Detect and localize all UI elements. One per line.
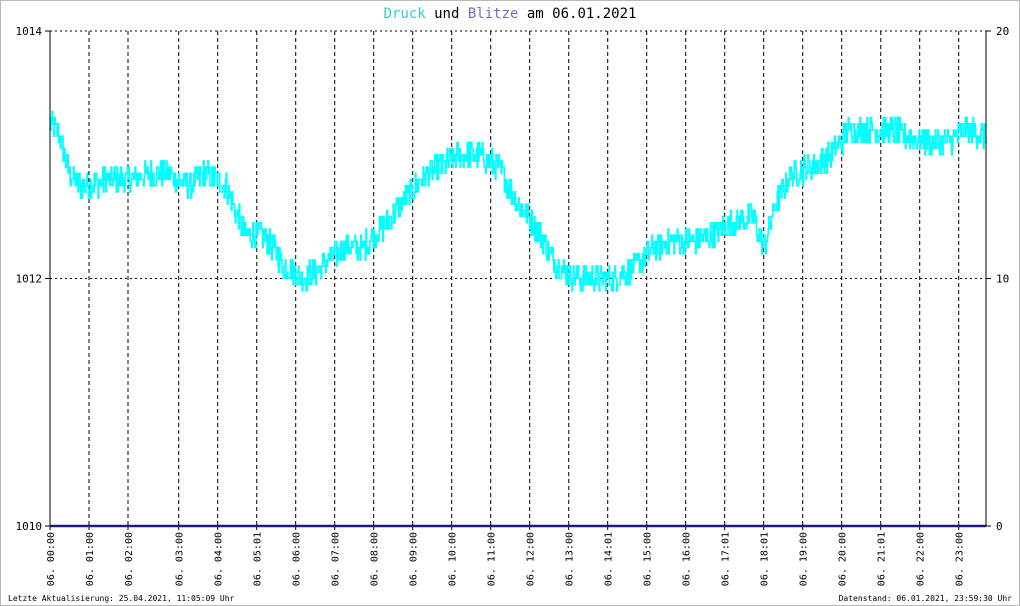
x-tick-label: 06. 21:01 <box>877 532 888 586</box>
y-right-tick-label: 0 <box>996 520 1003 533</box>
x-tick-label: 06. 13:00 <box>565 532 576 586</box>
y-left-tick-label: 1012 <box>16 273 43 286</box>
x-tick-label: 06. 15:00 <box>643 532 654 586</box>
x-labels: 06. 00:00 06. 01:00 06. 02:00 06. 03:00 06. … <box>46 532 966 586</box>
x-tick-label: 06. 17:01 <box>721 532 732 586</box>
x-tick-label: 06. 07:00 <box>331 532 342 586</box>
x-tick-label: 06. 19:00 <box>799 532 810 586</box>
title-und: und <box>426 6 468 22</box>
x-tick-label: 06. 14:01 <box>604 532 615 586</box>
title-date: am 06.01.2021 <box>518 6 636 22</box>
y-right-tick-label: 20 <box>996 25 1009 38</box>
x-tick-label: 06. 11:00 <box>487 532 498 586</box>
x-tick-label: 06. 04:00 <box>214 532 225 586</box>
x-tick-label: 06. 16:00 <box>682 532 693 586</box>
footer-last-update: Letzte Aktualisierung: 25.04.2021, 11:05… <box>8 594 235 603</box>
x-tick-label: 06. 22:00 <box>916 532 927 586</box>
grid <box>50 30 986 527</box>
x-tick-label: 06. 18:01 <box>760 532 771 586</box>
series <box>49 110 987 528</box>
title-druck: Druck <box>384 6 427 22</box>
x-tick-label: 06. 06:00 <box>292 532 303 586</box>
x-tick-label: 06. 20:00 <box>838 532 849 586</box>
x-tick-label: 06. 03:00 <box>175 532 186 586</box>
x-tick-label: 06. 02:00 <box>124 532 135 586</box>
druck-line <box>49 110 987 292</box>
y-left-tick-label: 1010 <box>16 520 43 533</box>
footer-data-status: Datenstand: 06.01.2021, 23:59:30 Uhr <box>839 594 1013 603</box>
y-left-tick-label: 1014 <box>16 25 43 38</box>
x-tick-label: 06. 08:00 <box>370 532 381 586</box>
x-tick-label: 06. 23:00 <box>955 532 966 586</box>
title-blitze: Blitze <box>468 6 519 22</box>
x-tick-label: 06. 01:00 <box>85 532 96 586</box>
y-labels: 1010 1012 1014 0 10 20 <box>16 25 1010 533</box>
chart-title: Druck und Blitze am 06.01.2021 <box>384 6 637 22</box>
x-tick-label: 06. 12:00 <box>526 532 537 586</box>
x-tick-label: 06. 00:00 <box>46 532 57 586</box>
x-tick-label: 06. 10:00 <box>448 532 459 586</box>
x-tick-label: 06. 09:00 <box>409 532 420 586</box>
y-right-tick-label: 10 <box>996 273 1009 286</box>
x-tick-label: 06. 05:01 <box>253 532 264 586</box>
